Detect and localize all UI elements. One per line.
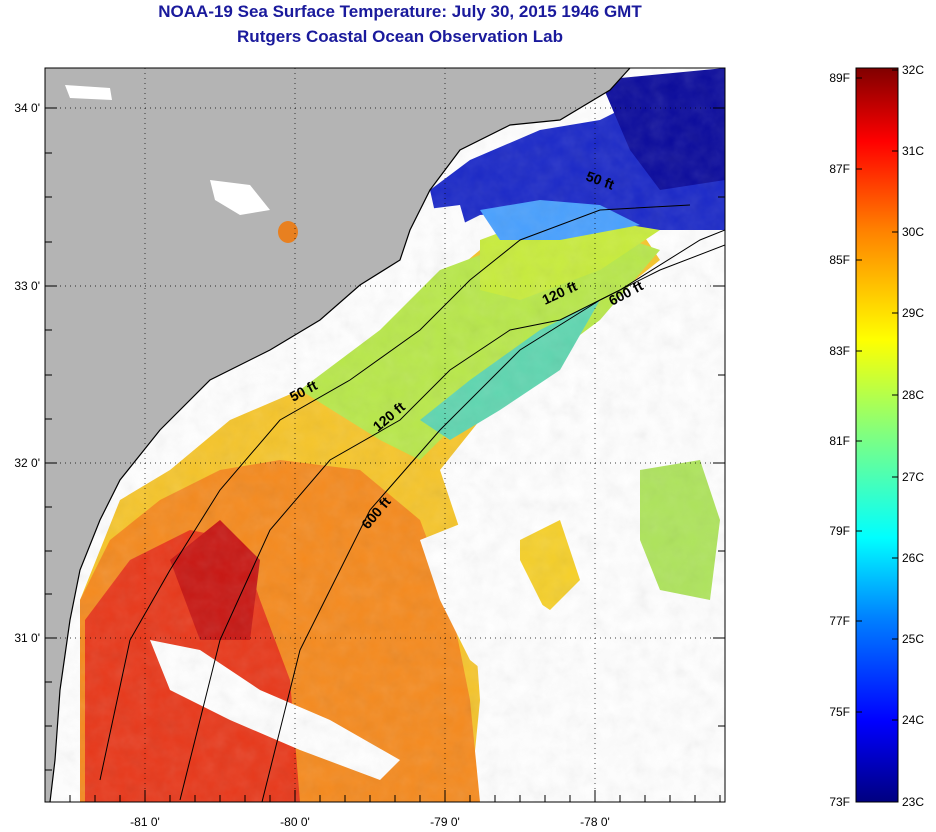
coastline: [49, 68, 631, 802]
cbar-f-77: 77F: [829, 614, 850, 628]
inland-cloud-north: [65, 85, 112, 100]
lon-label-80: -80 0': [280, 815, 310, 829]
cbar-f-81: 81F: [829, 434, 850, 448]
inland-lake: [278, 221, 298, 243]
graticule: [45, 68, 725, 802]
cbar-c-32: 32C: [902, 63, 924, 77]
cbar-f-87: 87F: [829, 162, 850, 176]
map-subtitle: Rutgers Coastal Ocean Observation Lab: [237, 27, 563, 46]
map-area: 50 ft 50 ft 120 ft 120 ft 600 ft 600 ft: [45, 68, 725, 802]
colorbar-ticks: [856, 69, 898, 721]
land: [45, 68, 630, 802]
axis-ticks: [45, 107, 725, 802]
cbar-c-25: 25C: [902, 632, 924, 646]
cbar-c-27: 27C: [902, 470, 924, 484]
cbar-c-31: 31C: [902, 144, 924, 158]
cbar-c-24: 24C: [902, 713, 924, 727]
cbar-c-23: 23C: [902, 795, 924, 809]
cbar-c-26: 26C: [902, 551, 924, 565]
lon-label-78: -78 0': [580, 815, 610, 829]
lat-label-31: 31 0': [14, 631, 40, 645]
lat-label-32: 32 0': [14, 456, 40, 470]
lon-label-79: -79 0': [430, 815, 460, 829]
isobath-600ft: [261, 244, 725, 802]
colorbar: [855, 67, 899, 803]
map-frame: [44, 67, 726, 803]
isobath-120ft: [179, 229, 725, 801]
lon-label-81: -81 0': [130, 815, 160, 829]
isobath-50ft: [99, 204, 691, 781]
cbar-c-28: 28C: [902, 388, 924, 402]
lat-label-34: 34 0': [14, 101, 40, 115]
cbar-f-79: 79F: [829, 524, 850, 538]
cbar-f-73: 73F: [829, 795, 850, 809]
cbar-f-89: 89F: [829, 71, 850, 85]
cbar-f-75: 75F: [829, 705, 850, 719]
lat-label-33: 33 0': [14, 279, 40, 293]
cbar-c-30: 30C: [902, 225, 924, 239]
cbar-f-85: 85F: [829, 253, 850, 267]
map-title: NOAA-19 Sea Surface Temperature: July 30…: [158, 2, 642, 21]
cbar-f-83: 83F: [829, 344, 850, 358]
cbar-c-29: 29C: [902, 306, 924, 320]
inland-cloud: [210, 180, 270, 215]
